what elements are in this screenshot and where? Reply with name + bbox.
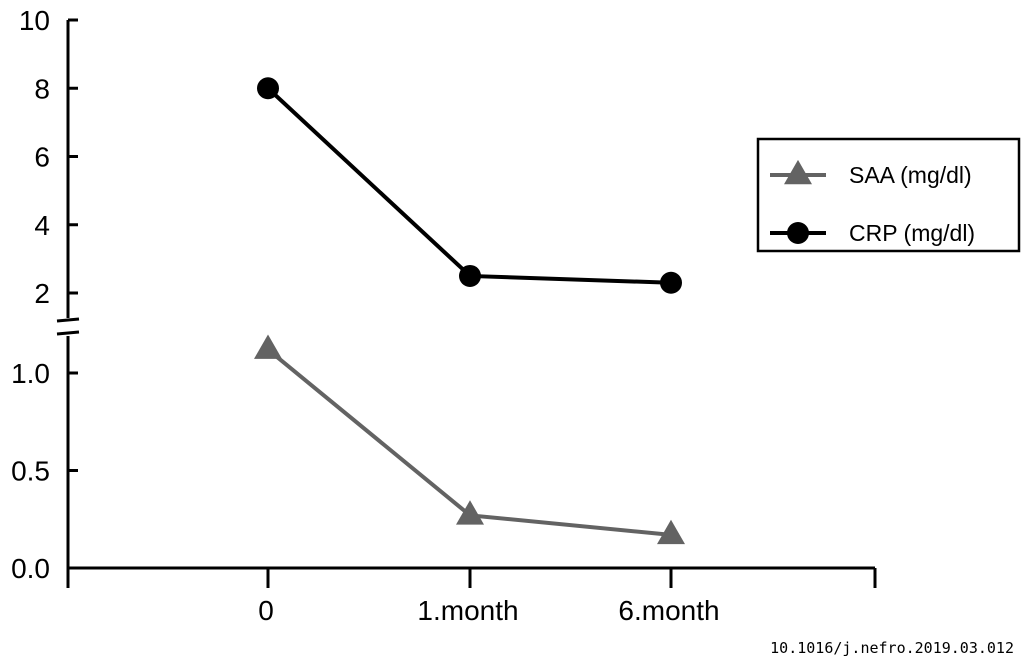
legend-label: SAA (mg/dl) [849,162,972,188]
data-point [456,500,484,525]
y-tick-label: 8 [34,73,50,104]
data-point [257,77,279,100]
data-point [459,264,481,287]
y-tick-label: 4 [34,210,50,241]
x-tick-label: 1.month [417,595,518,626]
y-tick-label: 0.0 [11,553,50,584]
legend-marker [787,222,809,244]
axis-break-mark [56,317,80,323]
y-tick-label: 1.0 [11,358,50,389]
y-tick-label: 10 [19,5,50,36]
legend: SAA (mg/dl) CRP (mg/dl) [756,137,1021,253]
axes: 2 4 6 8 10 0.0 0.5 1.0 0 1.month 6.month [11,5,877,626]
y-tick-label: 6 [34,142,50,173]
data-point [660,271,682,294]
legend-marker [784,159,812,185]
data-point [254,334,282,359]
y-tick-label: 0.5 [11,456,50,487]
series-line [266,86,672,285]
series-layer [254,77,685,545]
doi-label: 10.1016/j.nefro.2019.03.012 [770,639,1014,657]
legend-label: CRP (mg/dl) [849,220,975,246]
axis-break-mark [56,330,80,336]
x-tick-label: 6.month [618,595,719,626]
data-point [657,519,685,545]
x-tick-label: 0 [258,595,274,626]
y-tick-label: 2 [34,278,50,309]
